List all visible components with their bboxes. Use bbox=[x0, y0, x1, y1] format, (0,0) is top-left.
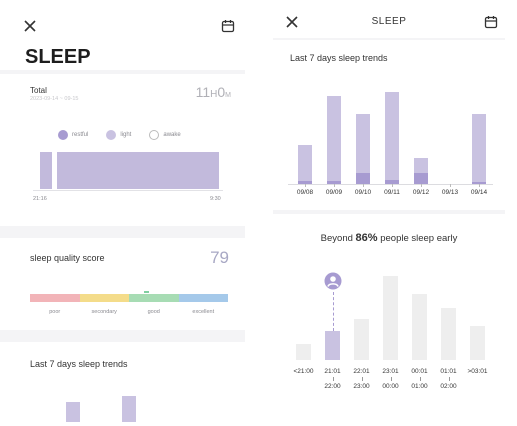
early-label-end: 02:00 bbox=[440, 383, 457, 390]
left-trend-bar-1 bbox=[66, 402, 80, 422]
sleep-segment-1 bbox=[40, 152, 52, 189]
score-label: sleep quality score bbox=[30, 253, 105, 263]
legend-awake: awake bbox=[149, 130, 181, 140]
early-label-sep bbox=[361, 377, 363, 381]
trend-bar-deep-09-10 bbox=[356, 173, 370, 184]
trend-date-label: 09/13 bbox=[441, 189, 459, 196]
early-label-sep bbox=[448, 377, 450, 381]
timeline-axis bbox=[33, 190, 223, 191]
trend-bar-09-10[interactable] bbox=[356, 114, 370, 184]
early-bar-3[interactable] bbox=[383, 276, 398, 360]
trend-date-label: 09/12 bbox=[412, 189, 430, 196]
trend-bar-09-11[interactable] bbox=[385, 92, 399, 184]
early-sleep-chart: <21:00 21:01 22:00 22:01 23:00 23:01 00:00 00:0… bbox=[273, 214, 505, 426]
scale-good bbox=[129, 294, 179, 302]
trend-date-label: 09/08 bbox=[296, 189, 314, 196]
scale-poor bbox=[30, 294, 80, 302]
trend-tick bbox=[334, 184, 335, 187]
scale-secondary bbox=[79, 294, 129, 302]
early-label-start: 00:01 bbox=[411, 368, 428, 375]
trend-date-label: 09/10 bbox=[354, 189, 372, 196]
early-label-start: >03:01 bbox=[467, 368, 488, 375]
early-label-sep bbox=[390, 377, 392, 381]
legend-restful: restful bbox=[58, 130, 88, 140]
total-sleep-card: Total 2023-09-14 ~ 09-15 11H0M restful l… bbox=[0, 74, 245, 226]
user-marker-line bbox=[332, 292, 334, 331]
trend-bar-09-14[interactable] bbox=[472, 114, 486, 184]
early-label-start: <21:00 bbox=[293, 368, 314, 375]
header-title: SLEEP bbox=[371, 16, 407, 27]
restful-dot bbox=[58, 130, 68, 140]
trend-bar-deep-09-14 bbox=[472, 182, 486, 184]
user-avatar-icon bbox=[324, 272, 341, 290]
score-scale-labels: poor secondary good excellent bbox=[49, 309, 215, 315]
sleep-legend: restful light awake bbox=[58, 130, 181, 140]
early-label-end: 00:00 bbox=[382, 383, 399, 390]
trend-bar-deep-09-11 bbox=[385, 180, 399, 184]
total-duration: 11H0M bbox=[195, 84, 231, 100]
early-label-start: 22:01 bbox=[353, 368, 370, 375]
trend-bar-09-08[interactable] bbox=[298, 145, 312, 184]
early-label-sep bbox=[419, 377, 421, 381]
left-trend-bar-2 bbox=[122, 396, 136, 422]
trend-title: Last 7 days sleep trends bbox=[290, 53, 388, 63]
early-sleep-card: Beyond 86% people sleep early <21:00 21:0… bbox=[273, 214, 505, 426]
trend-bar-deep-09-08 bbox=[298, 181, 312, 184]
sleep-segment-2 bbox=[57, 152, 219, 189]
trend-date-label: 09/09 bbox=[325, 189, 343, 196]
left-sleep-screen: SLEEP Total 2023-09-14 ~ 09-15 11H0M res… bbox=[0, 0, 245, 426]
close-icon[interactable] bbox=[22, 18, 38, 34]
trend-tick bbox=[363, 184, 364, 187]
trend-bar-deep-09-09 bbox=[327, 181, 341, 184]
early-bar-6[interactable] bbox=[470, 326, 485, 360]
quality-score-card: sleep quality score 79 poor secondary go… bbox=[0, 238, 245, 330]
score-marker bbox=[144, 291, 149, 293]
time-start: 21:16 bbox=[33, 196, 47, 202]
total-label: Total bbox=[30, 86, 47, 95]
total-date-range: 2023-09-14 ~ 09-15 bbox=[30, 96, 79, 102]
trend-bar-deep-09-12 bbox=[414, 173, 428, 184]
trend-card: Last 7 days sleep trends 09/08 09/09 09/10… bbox=[273, 40, 505, 210]
early-label-start: 21:01 bbox=[324, 368, 341, 375]
page-title: SLEEP bbox=[25, 46, 91, 68]
trend-date-label: 09/14 bbox=[470, 189, 488, 196]
early-label-end: 23:00 bbox=[353, 383, 370, 390]
awake-dot bbox=[149, 130, 160, 140]
trend-tick bbox=[421, 184, 422, 187]
right-sleep-screen: SLEEP Last 7 days sleep trends 09/08 09/0… bbox=[273, 0, 505, 426]
trend-bar-09-09[interactable] bbox=[327, 96, 341, 184]
close-icon[interactable] bbox=[284, 14, 300, 30]
calendar-icon[interactable] bbox=[220, 18, 236, 34]
trend-tick bbox=[479, 184, 480, 187]
early-bar-0[interactable] bbox=[296, 344, 311, 360]
calendar-icon[interactable] bbox=[483, 14, 499, 30]
beyond-percent: 86% bbox=[355, 232, 378, 244]
early-label-sep bbox=[332, 377, 334, 381]
early-bar-4[interactable] bbox=[412, 294, 427, 360]
trend-chart: 09/08 09/09 09/10 09/11 09/12 09/13 09/14 bbox=[273, 40, 505, 210]
light-dot bbox=[106, 130, 117, 140]
trend-tick bbox=[392, 184, 393, 187]
score-value: 79 bbox=[210, 248, 229, 267]
score-scale-bar bbox=[30, 294, 228, 302]
legend-light: light bbox=[106, 130, 131, 140]
trend-date-label: 09/11 bbox=[384, 189, 400, 196]
scale-excellent bbox=[178, 294, 228, 302]
early-label-start: 01:01 bbox=[440, 368, 457, 375]
trend-tick bbox=[305, 184, 306, 187]
time-end: 9:30 bbox=[210, 196, 221, 202]
trend-tick bbox=[450, 184, 451, 187]
beyond-text: Beyond 86% people sleep early bbox=[320, 232, 458, 244]
trend-axis bbox=[288, 184, 493, 185]
early-label-end: 01:00 bbox=[411, 383, 428, 390]
left-header-card: SLEEP bbox=[0, 0, 245, 70]
left-trend-title: Last 7 days sleep trends bbox=[30, 359, 128, 369]
right-header: SLEEP bbox=[273, 0, 505, 38]
early-label-start: 23:01 bbox=[382, 368, 399, 375]
early-label-end: 22:00 bbox=[324, 383, 341, 390]
early-bar-2[interactable] bbox=[354, 319, 369, 360]
early-bar-1[interactable] bbox=[325, 331, 340, 360]
left-trend-card: Last 7 days sleep trends bbox=[0, 342, 245, 426]
early-bar-5[interactable] bbox=[441, 308, 456, 360]
